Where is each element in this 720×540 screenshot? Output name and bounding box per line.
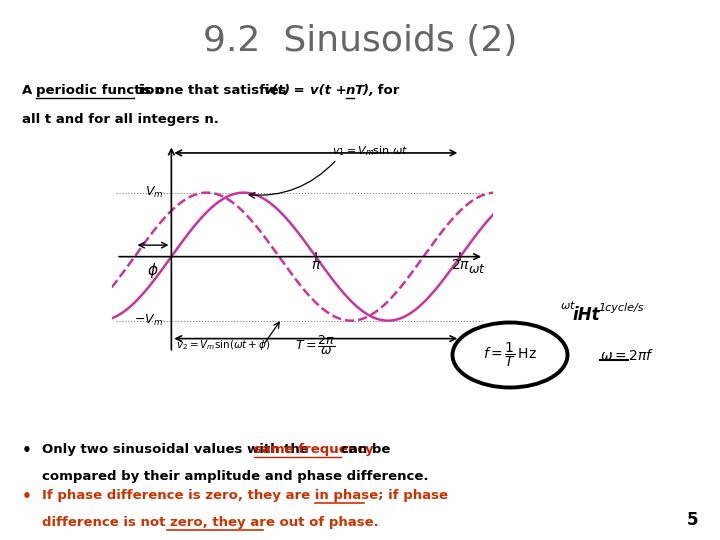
Text: $\phi$: $\phi$ [147,261,158,280]
Text: $f = \dfrac{1}{T}\,\mathrm{Hz}$: $f = \dfrac{1}{T}\,\mathrm{Hz}$ [483,341,537,369]
Text: difference is not zero, they are out of phase.: difference is not zero, they are out of … [42,516,379,529]
Text: A: A [22,84,37,97]
Text: 1cycle/s: 1cycle/s [598,303,644,313]
Text: T),: T), [354,84,374,97]
Text: periodic function: periodic function [36,84,163,97]
Text: $-V_m$: $-V_m$ [134,313,163,328]
Text: is one that satisfies: is one that satisfies [134,84,291,97]
Text: same frequency: same frequency [254,443,374,456]
Text: •: • [22,489,32,504]
Text: $v_1 = V_m \sin\,\omega t$: $v_1 = V_m \sin\,\omega t$ [333,144,409,158]
Text: for: for [373,84,400,97]
Text: $\pi$: $\pi$ [310,259,321,273]
Text: v(t +: v(t + [310,84,351,97]
Text: can be: can be [341,443,390,456]
Text: $V_m$: $V_m$ [145,185,163,200]
Text: $\omega t$: $\omega t$ [468,262,486,275]
Text: $\omega = 2\pi f$: $\omega = 2\pi f$ [600,348,654,362]
Text: Only two sinusoidal values with the: Only two sinusoidal values with the [42,443,308,456]
Text: •: • [22,443,32,458]
Text: v(t): v(t) [264,84,290,97]
Text: 9.2  Sinusoids (2): 9.2 Sinusoids (2) [203,24,517,58]
Text: $T = \dfrac{2\pi}{\omega}$: $T = \dfrac{2\pi}{\omega}$ [295,334,336,357]
Text: 5: 5 [687,511,698,529]
Text: =: = [289,84,310,97]
Text: n: n [346,84,355,97]
Text: $v_2 = V_m \sin(\omega t + \phi)$: $v_2 = V_m \sin(\omega t + \phi)$ [176,338,271,352]
Text: all t and for all integers n.: all t and for all integers n. [22,113,218,126]
Text: $2\pi$: $2\pi$ [451,259,470,273]
Text: $\omega t$: $\omega t$ [560,299,576,311]
Text: If phase difference is zero, they are in phase; if phase: If phase difference is zero, they are in… [42,489,448,502]
Text: iHt: iHt [572,306,600,324]
Text: compared by their amplitude and phase difference.: compared by their amplitude and phase di… [42,470,428,483]
